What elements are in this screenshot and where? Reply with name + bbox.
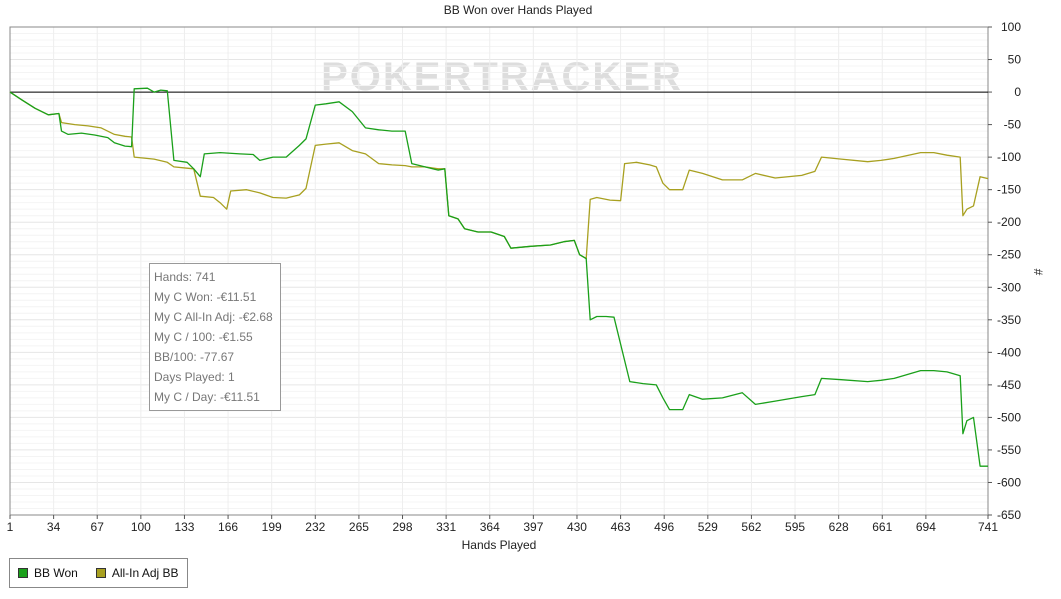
legend-item-all-in-adj-bb[interactable]: All-In Adj BB (95, 566, 179, 580)
y-axis-label: # (1031, 269, 1045, 276)
tooltip-line: My C / Day: -€11.51 (154, 390, 260, 404)
tooltip-line: My C All-In Adj: -€2.68 (154, 310, 273, 324)
x-axis-label: Hands Played (462, 538, 537, 552)
y-tick-label: -500 (997, 410, 1021, 424)
y-tick-label: -450 (997, 378, 1021, 392)
tooltip-line: Days Played: 1 (154, 370, 235, 384)
x-tick-label: 741 (978, 520, 998, 534)
x-tick-label: 1 (7, 520, 14, 534)
x-tick-label: 133 (174, 520, 194, 534)
x-tick-label: 199 (262, 520, 282, 534)
plot-area (9, 26, 989, 516)
x-tick-label: 166 (218, 520, 238, 534)
x-axis: 1 34 67 100 133 166 199 232 265 298 331 364 397 430 46… (7, 515, 998, 534)
x-tick-label: 694 (916, 520, 936, 534)
x-tick-label: 397 (523, 520, 543, 534)
y-tick-label: -350 (997, 313, 1021, 327)
y-axis: 100 50 0 -50 -100 -150 -200 -250 -300 -350 -400 -45… (988, 20, 1021, 522)
x-tick-label: 595 (785, 520, 805, 534)
x-tick-label: 100 (131, 520, 151, 534)
series-line-bb-won (9, 87, 988, 467)
chart-title: BB Won over Hands Played (444, 3, 593, 17)
x-tick-label: 34 (47, 520, 61, 534)
stats-tooltip: Hands: 741 My C Won: -€11.51 My C All-In A… (149, 263, 281, 411)
y-tick-label: 50 (1008, 53, 1022, 67)
x-tick-label: 661 (872, 520, 892, 534)
x-tick-label: 529 (698, 520, 718, 534)
y-tick-label: 0 (1014, 85, 1021, 99)
y-tick-label: -550 (997, 443, 1021, 457)
tooltip-line: My C / 100: -€1.55 (154, 330, 253, 344)
y-tick-label: -600 (997, 475, 1021, 489)
legend-label: All-In Adj BB (111, 566, 179, 580)
y-tick-label: -150 (997, 183, 1021, 197)
y-tick-label: 100 (1001, 20, 1021, 34)
tooltip-line: My C Won: -€11.51 (154, 290, 257, 304)
y-tick-label: -650 (997, 508, 1021, 522)
x-tick-label: 232 (305, 520, 325, 534)
tooltip-line: BB/100: -77.67 (154, 350, 235, 364)
x-tick-label: 265 (349, 520, 369, 534)
legend-swatch-bb-won (18, 568, 28, 578)
x-tick-label: 628 (829, 520, 849, 534)
x-tick-label: 67 (91, 520, 105, 534)
y-tick-label: -100 (997, 150, 1021, 164)
tooltip-line: Hands: 741 (154, 270, 216, 284)
x-tick-label: 298 (393, 520, 413, 534)
series-line-all-in-adj-bb (9, 91, 989, 260)
y-tick-label: -50 (1004, 118, 1022, 132)
y-tick-label: -250 (997, 248, 1021, 262)
y-tick-label: -400 (997, 345, 1021, 359)
x-tick-label: 331 (436, 520, 456, 534)
x-tick-label: 562 (741, 520, 761, 534)
legend-label: BB Won (34, 566, 78, 580)
y-tick-label: -300 (997, 280, 1021, 294)
series-layer (9, 87, 989, 467)
x-tick-label: 463 (611, 520, 631, 534)
x-tick-label: 430 (567, 520, 587, 534)
y-tick-label: -200 (997, 215, 1021, 229)
x-tick-label: 496 (654, 520, 674, 534)
legend-swatch-all-in-adj-bb (95, 568, 106, 578)
x-tick-label: 364 (480, 520, 500, 534)
legend-item-bb-won[interactable]: BB Won (18, 566, 78, 580)
legend: BB Won All-In Adj BB (9, 558, 188, 588)
